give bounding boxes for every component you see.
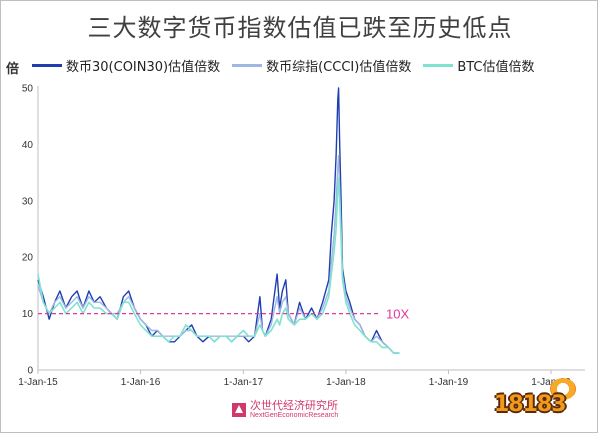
y-tick-label: 20 <box>22 253 34 264</box>
legend-item-coin30: 数币30(COIN30)估值倍数 <box>32 56 220 75</box>
legend-label-coin30: 数币30(COIN30)估值倍数 <box>66 60 221 75</box>
legend-swatch-ccci <box>232 64 263 67</box>
axes: 0 10 20 30 40 50 1-Jan-15 1-Jan-16 1-Jan-17 1-Jan… <box>18 84 585 388</box>
legend-swatch-btc <box>423 64 454 67</box>
series-lines <box>37 87 400 354</box>
y-axis-title: 倍 <box>6 62 20 77</box>
y-tick-label: 30 <box>22 196 34 207</box>
x-tick-label: 1-Jan-16 <box>121 377 161 388</box>
reference-layer: 10X <box>38 307 409 322</box>
credit-cn: 次世代经济研究所 <box>250 399 338 412</box>
legend-label-btc: BTC估值倍数 <box>457 60 535 75</box>
y-tick-label: 40 <box>22 140 34 151</box>
chart-title: 三大数字货币指数估值已跌至历史低点 <box>87 14 513 42</box>
credit-en: NextGenEconomicResearch <box>250 412 339 419</box>
x-tick-label: 1-Jan-19 <box>429 377 469 388</box>
credit-logo-icon <box>232 402 246 417</box>
legend-swatch-coin30 <box>32 64 62 67</box>
sun-icon <box>550 378 576 400</box>
series-line-ccci <box>37 155 400 354</box>
legend-item-btc: BTC估值倍数 <box>423 56 535 75</box>
watermark-logo: 18183 <box>494 378 592 428</box>
series-line-coin30 <box>37 87 400 354</box>
series-line-btc <box>37 177 400 354</box>
x-tick-label: 1-Jan-15 <box>18 377 58 388</box>
source-credit: 次世代经济研究所 NextGenEconomicResearch <box>232 400 338 419</box>
y-tick-label: 0 <box>27 366 33 377</box>
x-tick-label: 1-Jan-17 <box>224 377 264 388</box>
reference-line-label: 10X <box>386 307 409 322</box>
watermark-text: 18183 <box>494 392 567 417</box>
legend-item-ccci: 数币综指(CCCI)估值倍数 <box>232 56 411 75</box>
legend: 数币30(COIN30)估值倍数 数币综指(CCCI)估值倍数 BTC估值倍数 <box>32 56 535 75</box>
x-tick-label: 1-Jan-18 <box>326 377 366 388</box>
legend-label-ccci: 数币综指(CCCI)估值倍数 <box>266 60 412 75</box>
y-tick-label: 10 <box>22 309 34 320</box>
y-tick-label: 50 <box>22 84 34 95</box>
